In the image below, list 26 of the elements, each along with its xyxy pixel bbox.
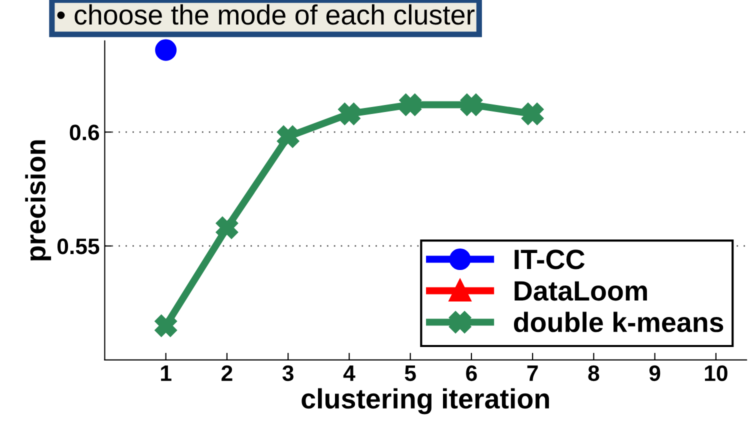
- x-axis-title: clustering iteration: [302, 388, 549, 414]
- point: [216, 216, 238, 239]
- y-axis-title: precision: [25, 140, 52, 260]
- legend-label: IT-CC: [514, 250, 585, 270]
- point: [155, 314, 177, 336]
- x-tick-label: 5: [404, 366, 416, 382]
- legend-label: double k-means: [514, 312, 724, 332]
- x-tick-label: 3: [282, 365, 294, 382]
- point: [400, 94, 422, 116]
- x-tick-label: 4: [343, 366, 356, 381]
- x-tick-label: 9: [649, 365, 660, 382]
- x-tick-label: 1: [161, 366, 172, 381]
- x-tick-label: 7: [527, 366, 538, 381]
- x-tick-label: 6: [466, 365, 477, 382]
- x-tick-label: 2: [222, 365, 232, 381]
- x-tick-label: 8: [588, 365, 600, 382]
- legend-label: DataLoom: [514, 281, 647, 301]
- y-tick-label: 0.55: [57, 238, 100, 254]
- text: • choose the mode of each cluster: [57, 4, 475, 25]
- y-tick-label: 0.6: [70, 124, 100, 140]
- point: [460, 94, 482, 116]
- x-tick-label: 10: [704, 365, 728, 382]
- point: [155, 39, 177, 61]
- point: [277, 126, 299, 148]
- point: [522, 103, 544, 125]
- point: [338, 103, 360, 125]
